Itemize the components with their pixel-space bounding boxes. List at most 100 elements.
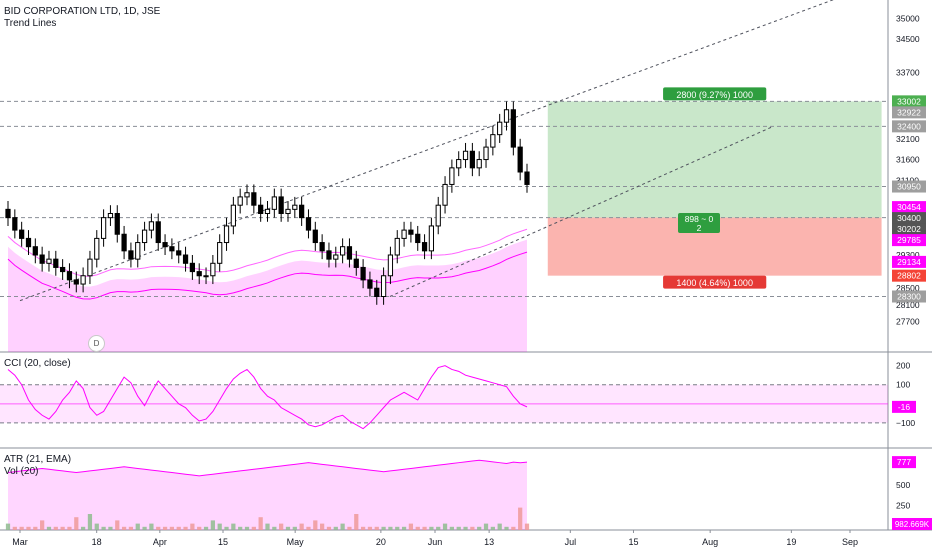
candle-body (428, 225, 435, 252)
price-badge (892, 234, 926, 247)
volume-bar (381, 526, 386, 530)
volume-bar (12, 526, 17, 530)
volume-bar (272, 526, 277, 530)
center-label-line2: 2 (697, 223, 702, 233)
price-badge-label: 32400 (897, 121, 921, 131)
time-tick-label: Aug (702, 537, 718, 547)
volume-bar (203, 526, 209, 530)
volume-bar (142, 526, 147, 530)
candle-body (32, 246, 38, 256)
volume-bar (292, 526, 297, 530)
candle-body (326, 250, 332, 260)
candle-body (80, 275, 86, 285)
price-badge (892, 120, 926, 133)
candle-body (524, 171, 530, 185)
candle-body (415, 233, 421, 244)
candle-body (73, 279, 79, 285)
candle-body (333, 254, 339, 260)
time-tick-label: 15 (218, 537, 228, 547)
candle-body (223, 225, 230, 244)
candle-body (230, 204, 236, 227)
volume-bar (169, 526, 175, 530)
volume-bar (483, 523, 489, 530)
dividend-marker[interactable]: D (88, 335, 105, 352)
volume-bar (19, 526, 24, 530)
candle-body (285, 208, 291, 215)
volume-bar (115, 520, 120, 530)
candle-body (353, 258, 359, 268)
volume-bar (81, 526, 86, 530)
atr-area (8, 460, 527, 530)
candle-body (148, 221, 155, 231)
candle-body (114, 213, 120, 235)
candle-body (469, 150, 475, 169)
candle-body (449, 167, 455, 185)
volume-bar (436, 526, 441, 530)
chart-title: BID CORPORATION LTD, 1D, JSE (4, 6, 161, 17)
candle-body (401, 229, 407, 239)
candle-body (66, 271, 73, 281)
volume-bar (101, 526, 106, 530)
candle-body (483, 146, 489, 161)
candle-body (46, 258, 52, 264)
time-tick-label: Apr (153, 537, 167, 547)
candle-body (510, 109, 516, 148)
price-badge (892, 269, 926, 282)
volume-bar (74, 517, 79, 530)
time-tick-label: Mar (12, 537, 28, 547)
candle-body (87, 258, 93, 277)
cci-tick-label: 100 (896, 380, 910, 390)
volume-bar (367, 526, 373, 530)
volume-bar (149, 523, 154, 530)
volume-bar (94, 523, 99, 530)
volume-bar (422, 526, 427, 530)
center-label-line1: 898 ~ 0 (685, 214, 714, 224)
center-label-box (678, 213, 720, 233)
candle-body (141, 229, 148, 244)
candle-body (128, 250, 134, 260)
price-badge (892, 212, 926, 225)
price-badge-label: 32922 (897, 107, 921, 117)
candle-body (196, 271, 202, 277)
price-badge (892, 201, 926, 214)
cci-tick-label: −100 (896, 418, 915, 428)
volume-legend: Vol (20) (4, 466, 39, 477)
volume-bar (470, 526, 475, 530)
volume-bar (463, 526, 468, 530)
cci-line (7, 365, 528, 430)
candle-body (100, 217, 107, 239)
candle-body (305, 217, 312, 231)
candle-body (462, 150, 469, 161)
profit-zone (547, 101, 882, 218)
volume-bar (518, 507, 523, 530)
profit-label: 2800 (9.27%) 1000 (676, 90, 753, 100)
volume-bar (456, 526, 461, 530)
price-tick-label: 31100 (896, 175, 919, 185)
volume-bar (40, 520, 45, 530)
volume-bar (5, 523, 11, 530)
candle-body (25, 237, 32, 248)
volume-bar (415, 526, 420, 530)
cci-legend: CCI (20, close) (4, 358, 71, 369)
volume-bar (524, 523, 530, 530)
volume-bar (176, 526, 181, 530)
volume-bar (442, 523, 448, 530)
atr-tick-label: 500 (896, 480, 910, 490)
ma-band-area (8, 239, 527, 352)
volume-bar (183, 526, 188, 530)
volume-bar (108, 526, 113, 530)
price-badge-label: 29785 (897, 235, 921, 245)
candle-body (312, 229, 318, 244)
time-tick-label: Jun (428, 537, 443, 547)
candle-body (19, 229, 25, 239)
time-tick-label: May (287, 537, 305, 547)
price-badge-label: 30454 (897, 202, 921, 212)
price-badge-label: 30950 (897, 182, 921, 192)
price-tick-label: 32100 (896, 134, 920, 144)
candle-body (162, 242, 168, 248)
loss-label: 1400 (4.64%) 1000 (676, 278, 753, 288)
volume-value-label: 982.669K (895, 520, 930, 529)
price-tick-label: 27700 (896, 316, 920, 326)
